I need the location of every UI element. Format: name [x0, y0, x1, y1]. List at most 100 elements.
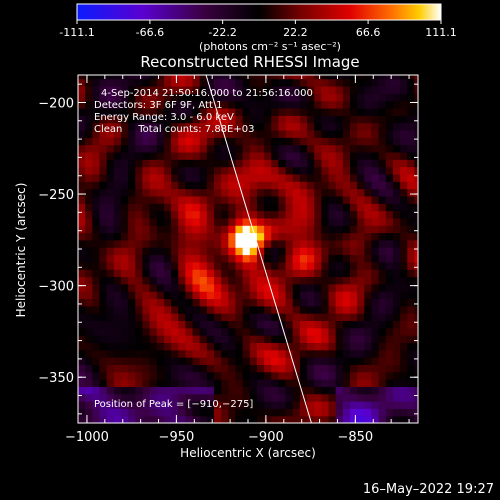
heatmap-cell [371, 203, 380, 212]
heatmap-cell [78, 349, 86, 358]
heatmap-cell [235, 85, 244, 94]
heatmap-cell [156, 247, 165, 256]
heatmap-cell [249, 239, 258, 248]
heatmap-cell [199, 75, 208, 80]
heatmap-cell [78, 122, 86, 131]
heatmap-cell [178, 129, 186, 138]
heatmap-cell [235, 217, 244, 226]
heatmap-cell [400, 181, 408, 190]
heatmap-cell [407, 401, 416, 409]
heatmap-cell [328, 393, 337, 402]
heatmap-cell [400, 144, 408, 153]
heatmap-cell [285, 393, 294, 402]
heatmap-cell [106, 349, 115, 358]
heatmap-cell [85, 283, 93, 292]
heatmap-cell [113, 217, 122, 226]
heatmap-cell [414, 298, 418, 307]
heatmap-cell [350, 327, 358, 336]
heatmap-cell [221, 85, 229, 94]
heatmap-cell [214, 85, 222, 94]
heatmap-cell [371, 371, 380, 380]
heatmap-cell [371, 166, 380, 175]
heatmap-cell [142, 100, 151, 109]
heatmap-cell [199, 181, 208, 190]
heatmap-cell [113, 327, 122, 336]
heatmap-cell [285, 75, 294, 80]
heatmap-cell [307, 173, 315, 182]
heatmap-cell [235, 298, 244, 307]
heatmap-cell [278, 93, 287, 102]
heatmap-cell [328, 144, 337, 153]
heatmap-cell [120, 349, 129, 358]
heatmap-cell [135, 371, 144, 380]
heatmap-cell [271, 364, 280, 373]
heatmap-cell [264, 254, 272, 263]
heatmap-cell [256, 415, 265, 423]
heatmap-cell [357, 137, 365, 146]
heatmap-cell [307, 254, 315, 263]
heatmap-cell [392, 379, 401, 387]
heatmap-cell [264, 225, 272, 234]
heatmap-cell [214, 408, 222, 417]
heatmap-cell [242, 78, 251, 87]
heatmap-cell [163, 100, 172, 109]
heatmap-cell [385, 188, 394, 197]
heatmap-cell [228, 166, 237, 175]
heatmap-cell [163, 75, 172, 80]
heatmap-cell [149, 305, 158, 314]
heatmap-cell [342, 313, 351, 322]
heatmap-cell [400, 78, 408, 87]
heatmap-cell [299, 129, 308, 138]
heatmap-cell [256, 327, 265, 336]
heatmap-cell [314, 144, 322, 153]
heatmap-cell [206, 254, 215, 263]
heatmap-cell [206, 305, 215, 314]
heatmap-cell [414, 173, 418, 182]
heatmap-cell [242, 320, 251, 329]
heatmap-cell [278, 115, 287, 124]
heatmap-cell [256, 93, 265, 102]
heatmap-cell [128, 393, 136, 402]
heatmap-cell [242, 181, 251, 190]
heatmap-cell [242, 401, 251, 409]
heatmap-cell [400, 261, 408, 270]
heatmap-cell [400, 166, 408, 175]
heatmap-cell [299, 298, 308, 307]
heatmap-cell [371, 75, 380, 80]
heatmap-cell [235, 151, 244, 160]
heatmap-cell [335, 386, 344, 395]
heatmap-cell [314, 85, 322, 94]
heatmap-cell [163, 85, 172, 94]
heatmap-cell [128, 195, 136, 204]
heatmap-cell [113, 129, 122, 138]
heatmap-cell [85, 93, 93, 102]
heatmap-cell [299, 217, 308, 226]
heatmap-cell [221, 342, 229, 351]
heatmap-cell [414, 342, 418, 351]
heatmap-cell [135, 305, 144, 314]
heatmap-cell [156, 78, 165, 87]
heatmap-cell [113, 173, 122, 182]
heatmap-cell [299, 401, 308, 409]
heatmap-cell [113, 379, 122, 387]
heatmap-cell [149, 181, 158, 190]
heatmap-cell [357, 276, 365, 285]
heatmap-cell [92, 283, 101, 292]
heatmap-cell [228, 100, 237, 109]
heatmap-cell [214, 173, 222, 182]
heatmap-cell [314, 408, 322, 417]
heatmap-cell [199, 188, 208, 197]
heatmap-cell [242, 151, 251, 160]
x-tick-label: −1000 [65, 430, 109, 445]
heatmap-cell [214, 203, 222, 212]
heatmap-cell [156, 327, 165, 336]
heatmap-cell [185, 276, 194, 285]
heatmap-cell [299, 239, 308, 248]
heatmap-cell [149, 239, 158, 248]
heatmap-cell [350, 357, 358, 365]
heatmap-cell [78, 107, 86, 116]
heatmap-cell [307, 327, 315, 336]
heatmap-cell [113, 305, 122, 314]
heatmap-cell [113, 232, 122, 241]
heatmap-cell [321, 93, 330, 102]
